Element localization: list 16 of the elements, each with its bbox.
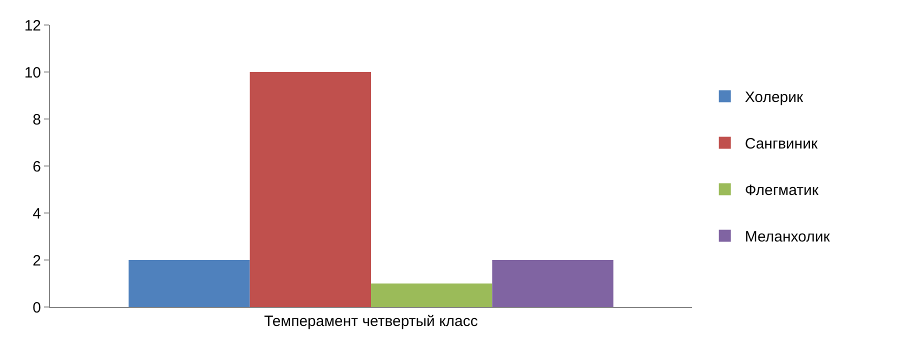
- bar: [128, 260, 250, 307]
- y-tick-label: 12: [24, 17, 41, 34]
- bar: [371, 284, 492, 307]
- y-tick-label: 10: [24, 64, 41, 82]
- bar: [250, 72, 371, 307]
- legend-label: Меланхолик: [744, 228, 830, 246]
- bar: [492, 260, 614, 307]
- legend-label: Флегматик: [744, 182, 819, 200]
- y-tick-label: 0: [32, 299, 41, 316]
- y-tick-label: 4: [32, 205, 41, 222]
- y-tick-label: 2: [32, 252, 41, 270]
- x-tick-label: Темперамент четвертый класс: [264, 313, 478, 330]
- legend-label: Сангвиник: [744, 136, 818, 153]
- y-tick-label: 8: [32, 111, 41, 128]
- y-tick-label: 6: [32, 158, 41, 176]
- legend-label: Холерик: [744, 89, 804, 106]
